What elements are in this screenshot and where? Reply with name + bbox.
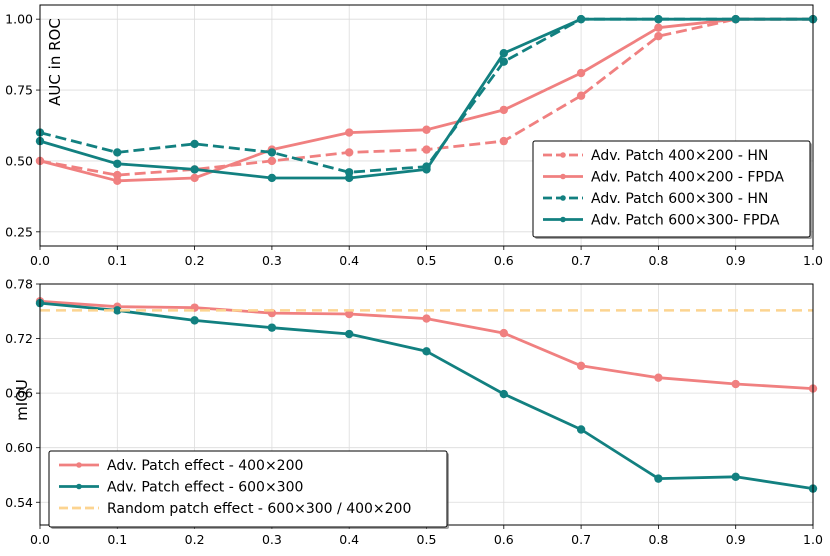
data-point	[345, 173, 354, 183]
data-point	[113, 148, 122, 157]
x-tick-label: 0.6	[494, 253, 514, 268]
data-point	[499, 389, 508, 399]
x-tick-label: 0.4	[339, 253, 359, 268]
data-point	[422, 145, 431, 154]
data-point	[190, 165, 199, 174]
data-point	[576, 68, 586, 78]
data-point	[267, 148, 277, 157]
x-tick-label: 0.8	[648, 253, 668, 268]
legend-marker	[76, 483, 82, 490]
x-tick-label: 0.3	[262, 532, 282, 547]
legend-box	[48, 450, 448, 528]
y-tick-label: 0.66	[5, 386, 33, 401]
auc-chart: 0.0 0.1 0.2 0.3 0.4 0.5 0.6 0.7 0.8 0.9 1.0 0.25 0.5…	[5, 4, 823, 268]
legend-label: Adv. Patch 400×200 - FPDA	[591, 170, 784, 186]
data-point	[499, 136, 508, 146]
data-point	[422, 165, 431, 174]
y-axis-label: mIOU	[13, 379, 31, 421]
data-point	[576, 14, 586, 24]
data-point	[576, 361, 586, 371]
data-point	[576, 91, 586, 100]
x-tick-label: 0.3	[262, 253, 282, 268]
data-point	[113, 306, 122, 315]
x-tick-label: 0.7	[571, 532, 591, 547]
data-point	[267, 323, 277, 332]
x-tick-label: 0.2	[185, 532, 205, 547]
data-point	[654, 474, 663, 483]
data-point	[190, 139, 199, 149]
data-point	[422, 314, 431, 323]
x-tick-label: 0.0	[30, 253, 50, 268]
data-point	[654, 14, 663, 24]
data-point	[345, 148, 354, 157]
data-point	[731, 14, 740, 24]
data-point	[422, 347, 431, 356]
x-tick-label: 0.1	[107, 532, 127, 547]
x-tick-label: 0.8	[648, 532, 668, 547]
data-point	[499, 57, 508, 66]
y-tick-label: 0.78	[5, 277, 33, 292]
miou-chart: 0.0 0.1 0.2 0.3 0.4 0.5 0.6 0.7 0.8 0.9 1.0 0.54 0.6…	[5, 277, 823, 548]
data-point	[731, 379, 740, 389]
legend-label: Adv. Patch 600×300 - HN	[591, 191, 768, 207]
legend-marker	[560, 173, 566, 180]
data-point	[113, 176, 122, 185]
x-tick-label: 0.7	[571, 253, 591, 268]
plot-frame	[39, 4, 814, 247]
legend-label: Adv. Patch effect - 600×300	[107, 480, 303, 496]
y-tick-label: 0.72	[5, 331, 33, 346]
data-point	[190, 173, 199, 183]
legend-marker	[560, 195, 566, 201]
legend-box	[532, 140, 811, 238]
data-point	[499, 105, 508, 115]
y-axis-label: AUC in ROC	[46, 18, 64, 106]
data-point	[731, 472, 740, 481]
data-point	[190, 316, 199, 325]
x-tick-label: 0.0	[30, 532, 50, 547]
y-tick-label: 0.50	[5, 153, 33, 168]
x-tick-label: 0.4	[339, 532, 359, 547]
data-point	[345, 128, 354, 137]
y-tick-label: 1.00	[5, 12, 33, 27]
y-tick-label: 0.25	[5, 224, 33, 239]
data-point	[345, 329, 354, 339]
x-tick-label: 0.5	[417, 253, 437, 268]
legend-label: Random patch effect - 600×300 / 400×200	[107, 501, 411, 517]
x-tick-label: 1.0	[803, 253, 823, 268]
y-tick-label: 0.60	[5, 440, 33, 455]
x-tick-label: 0.9	[726, 532, 746, 547]
data-point	[654, 31, 663, 41]
legend-marker	[560, 152, 566, 158]
data-point	[422, 125, 431, 134]
legend-label: Adv. Patch 400×200 - HN	[591, 148, 768, 164]
data-point	[113, 159, 122, 168]
x-tick-label: 0.1	[107, 253, 127, 268]
x-tick-label: 0.2	[185, 253, 205, 268]
data-point	[499, 328, 508, 338]
data-point	[499, 49, 508, 58]
data-point	[576, 425, 586, 434]
legend-label: Adv. Patch effect - 400×200	[107, 458, 303, 474]
data-point	[654, 373, 663, 382]
data-point	[654, 23, 663, 32]
legend-label: Adv. Patch 600×300- FPDA	[591, 213, 780, 229]
y-tick-label: 0.75	[5, 83, 33, 98]
legend-marker	[76, 462, 82, 468]
x-tick-label: 0.9	[726, 253, 746, 268]
data-point	[345, 309, 354, 319]
data-point	[267, 173, 277, 183]
y-tick-label: 0.54	[5, 495, 33, 510]
legend-marker	[560, 216, 566, 223]
x-tick-label: 0.6	[494, 532, 514, 547]
x-tick-label: 1.0	[803, 532, 823, 547]
data-point	[267, 156, 277, 166]
x-tick-label: 0.5	[417, 532, 437, 547]
